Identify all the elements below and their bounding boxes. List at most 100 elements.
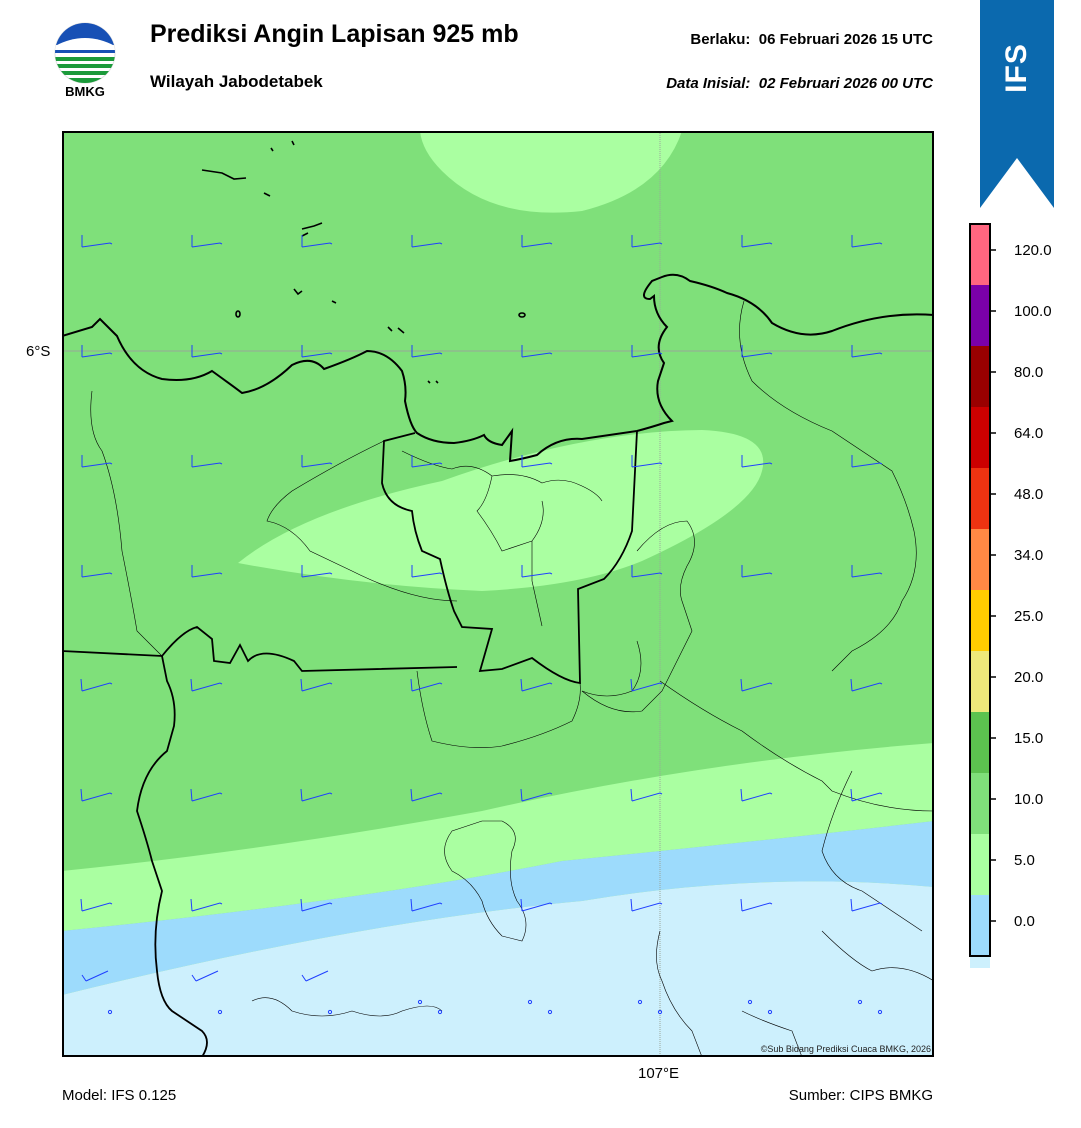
wind-barb [631, 235, 663, 248]
colorbar-segment [970, 712, 990, 773]
wind-barb [191, 565, 223, 578]
wind-barb [741, 345, 773, 358]
wind-barb [521, 345, 553, 358]
wind-barb [851, 565, 883, 578]
band-10-15-central [238, 430, 764, 591]
coastline [61, 273, 935, 463]
wind-barb [740, 788, 773, 802]
wind-barb [81, 565, 113, 578]
wind-barb [631, 345, 663, 358]
province-borders [61, 430, 638, 1058]
wind-barb [301, 565, 333, 578]
wind-barb [410, 898, 443, 912]
calm-marker [877, 1009, 883, 1015]
wind-barb [81, 235, 113, 248]
colorbar-tick-label: 120.0 [1014, 242, 1052, 259]
calm-marker [327, 1009, 333, 1015]
calm-marker [637, 999, 643, 1005]
wind-barb [630, 788, 663, 802]
colorbar-tick-label: 0.0 [1014, 913, 1035, 930]
colorbar-tick-label: 80.0 [1014, 364, 1043, 381]
init-time: Data Inisial: 02 Februari 2026 00 UTC [666, 75, 933, 92]
wind-barb [410, 678, 443, 692]
wind-barb [410, 788, 443, 802]
band-5-10 [62, 821, 934, 995]
wind-barb [851, 345, 883, 358]
model-label: Model: IFS 0.125 [62, 1087, 177, 1104]
calm-marker [217, 1009, 223, 1015]
colorbar-segment [970, 468, 990, 529]
wind-barb [850, 678, 883, 692]
colorbar: 0.0 5.0 10.0 15.0 20.0 25.0 34.0 48.0 64.0 80.0 10… [968, 222, 1068, 1078]
wind-barb [191, 455, 223, 468]
regency-borders [90, 300, 935, 1058]
band-10-15-south [62, 743, 934, 931]
chart-title: Prediksi Angin Lapisan 925 mb [150, 20, 519, 48]
calm-marker [547, 1009, 553, 1015]
wind-barb [190, 678, 223, 692]
map-frame [62, 131, 934, 1057]
colorbar-tick-label: 5.0 [1014, 852, 1035, 869]
colorbar-tick-label: 34.0 [1014, 547, 1043, 564]
wind-barb [851, 235, 883, 248]
colorbar-segment [970, 651, 990, 712]
calm-marker [107, 1009, 113, 1015]
band-10-15-north [420, 131, 682, 213]
calm-marker [767, 1009, 773, 1015]
wind-barb [411, 565, 443, 578]
bmkg-logo: BMKG [52, 20, 118, 104]
wind-barb [521, 235, 553, 248]
wind-barb [741, 455, 773, 468]
colorbar-segment [970, 956, 990, 1017]
wind-map [61, 131, 935, 1058]
wind-barb [521, 565, 553, 578]
band-0-5 [62, 881, 934, 1057]
source-label: Sumber: CIPS BMKG [788, 1087, 933, 1104]
wind-barb [301, 970, 329, 982]
wind-barb [191, 345, 223, 358]
colorbar-tick-label: 64.0 [1014, 425, 1043, 442]
map-credit: ©Sub Bidang Prediksi Cuaca BMKG, 2026 [760, 1044, 931, 1054]
colorbar-segment [970, 529, 990, 590]
colorbar-tick-label: 100.0 [1014, 303, 1052, 320]
wind-barb [411, 235, 443, 248]
wind-barb [301, 345, 333, 358]
wind-barb [741, 565, 773, 578]
wind-barb [411, 345, 443, 358]
valid-time: Berlaku: 06 Februari 2026 15 UTC [690, 31, 933, 48]
wind-barb [630, 898, 663, 912]
wind-barb [300, 678, 333, 692]
colorbar-tick-label: 48.0 [1014, 486, 1043, 503]
wind-barb [850, 788, 883, 802]
wind-barb [81, 345, 113, 358]
lat-label: 6°S [26, 343, 51, 360]
logo-text: BMKG [65, 84, 105, 99]
wind-barb [300, 898, 333, 912]
calm-marker [417, 999, 423, 1005]
wind-barb [631, 565, 663, 578]
colorbar-segment [970, 773, 990, 834]
wind-barb [520, 678, 553, 692]
colorbar-tick-label: 25.0 [1014, 608, 1043, 625]
colorbar-tick-label: 10.0 [1014, 791, 1043, 808]
ifs-badge-label: IFS [999, 43, 1033, 93]
wind-barb [520, 898, 553, 912]
wind-barbs [80, 235, 883, 1015]
colorbar-segment [970, 346, 990, 407]
region-subtitle: Wilayah Jabodetabek [150, 72, 323, 91]
valid-label: Berlaku: [690, 31, 751, 48]
wind-barb [301, 235, 333, 248]
wind-barb [190, 788, 223, 802]
calm-marker [437, 1009, 443, 1015]
lon-label: 107°E [638, 1065, 680, 1082]
ifs-badge: IFS [980, 0, 1054, 210]
colorbar-frame [969, 223, 991, 957]
calm-marker [657, 1009, 663, 1015]
colorbar-scale: 0.0 5.0 10.0 15.0 20.0 25.0 34.0 48.0 64.0 80.0 10… [969, 223, 1052, 1078]
wind-barb [520, 788, 553, 802]
colorbar-segment [970, 590, 990, 651]
colorbar-segment [970, 285, 990, 346]
wind-barb [191, 235, 223, 248]
wind-barb [80, 788, 113, 802]
colorbar-segment [970, 834, 990, 895]
